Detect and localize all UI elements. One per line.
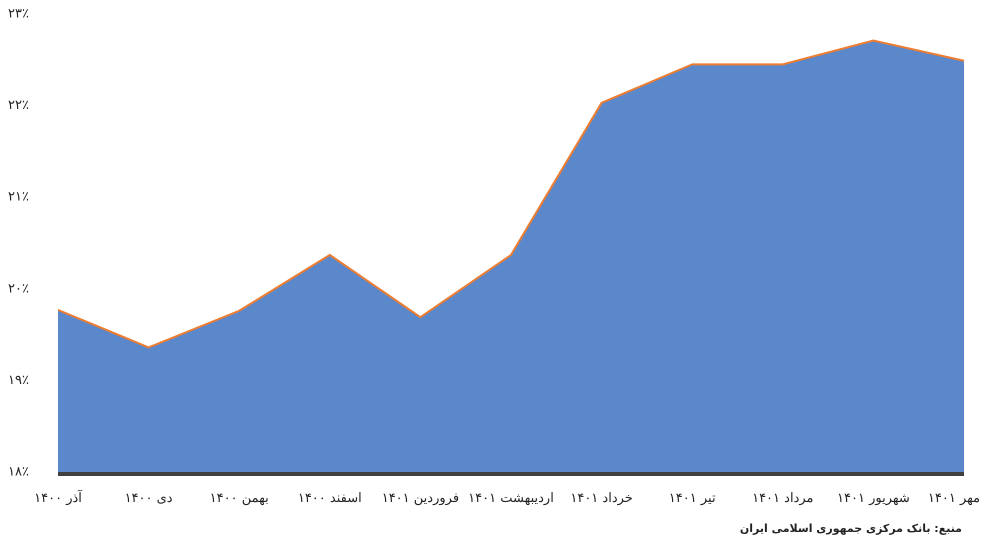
x-tick-label: خرداد ۱۴۰۱ xyxy=(570,491,633,506)
y-tick-label: ۲۱٪ xyxy=(8,190,29,205)
x-tick-label: فروردین ۱۴۰۱ xyxy=(381,491,460,506)
y-tick-label: ۲۲٪ xyxy=(8,98,29,113)
line xyxy=(57,39,965,349)
x-tick-label: اردیبهشت ۱۴۰۱ xyxy=(468,491,554,506)
y-tick-label: ۲۳٪ xyxy=(8,7,29,22)
x-tick-label: تیر ۱۴۰۱ xyxy=(668,491,716,506)
x-tick-label: مرداد ۱۴۰۱ xyxy=(752,491,814,506)
y-tick-label: ۲۰٪ xyxy=(8,281,29,296)
source-note: منبع: بانک مرکزی جمهوری اسلامی ایران xyxy=(739,522,962,535)
y-tick-label: ۱۸٪ xyxy=(8,465,29,480)
x-tick-label: بهمن ۱۴۰۰ xyxy=(209,491,269,506)
x-tick-label: شهریور ۱۴۰۱ xyxy=(837,491,910,506)
x-tick-label: دی ۱۴۰۰ xyxy=(124,491,173,506)
y-tick-label: ۱۹٪ xyxy=(8,373,29,388)
area xyxy=(58,40,964,473)
x-tick-label: آذر ۱۴۰۰ xyxy=(34,491,82,506)
x-tick-label: اسفند ۱۴۰۰ xyxy=(297,491,362,506)
x-tick-label: مهر ۱۴۰۱ xyxy=(927,491,981,506)
